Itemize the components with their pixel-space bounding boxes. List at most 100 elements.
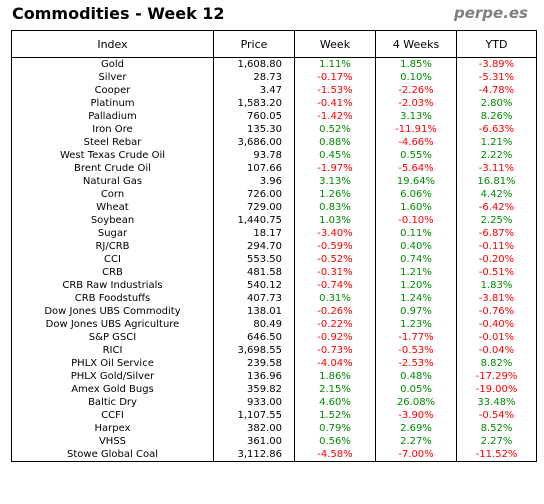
cell-4-weeks: 6.06% [375, 188, 457, 201]
cell-price: 239.58 [213, 357, 295, 370]
cell-4-weeks: 1.24% [375, 292, 457, 305]
cell-price: 138.01 [213, 305, 295, 318]
cell-week: 2.15% [294, 383, 376, 396]
cell-price: 729.00 [213, 201, 295, 214]
cell-index: S&P GSCI [11, 331, 214, 344]
cell-week: 0.79% [294, 422, 376, 435]
table-row: PHLX Oil Service 239.58 -4.04% -2.53% 8.82% [11, 357, 537, 370]
cell-price: 136.96 [213, 370, 295, 383]
cell-week: 1.03% [294, 214, 376, 227]
cell-index: Baltic Dry [11, 396, 214, 409]
cell-index: Platinum [11, 97, 214, 110]
cell-week: 0.88% [294, 136, 376, 149]
cell-4-weeks: 2.27% [375, 435, 457, 448]
cell-ytd: 8.26% [456, 110, 537, 123]
cell-index: Palladium [11, 110, 214, 123]
cell-index: Dow Jones UBS Agriculture [11, 318, 214, 331]
table-row: Cooper 3.47 -1.53% -2.26% -4.78% [11, 84, 537, 97]
table-row: Natural Gas 3.96 3.13% 19.64% 16.81% [11, 175, 537, 188]
table-row: Platinum 1,583.20 -0.41% -2.03% 2.80% [11, 97, 537, 110]
cell-index: Gold [11, 57, 214, 71]
cell-index: VHSS [11, 435, 214, 448]
table-row: West Texas Crude Oil 93.78 0.45% 0.55% 2.22% [11, 149, 537, 162]
cell-4-weeks: 3.13% [375, 110, 457, 123]
cell-week: 0.56% [294, 435, 376, 448]
table-row: RICI 3,698.55 -0.73% -0.53% -0.04% [11, 344, 537, 357]
cell-index: CRB Raw Industrials [11, 279, 214, 292]
cell-week: -0.31% [294, 266, 376, 279]
page-title: Commodities - Week 12 [12, 4, 225, 23]
cell-week: -0.17% [294, 71, 376, 84]
cell-index: Soybean [11, 214, 214, 227]
cell-price: 3,112.86 [213, 448, 295, 462]
table-row: Wheat 729.00 0.83% 1.60% -6.42% [11, 201, 537, 214]
cell-index: Harpex [11, 422, 214, 435]
column-header-4-weeks: 4 Weeks [375, 30, 457, 58]
cell-price: 80.49 [213, 318, 295, 331]
cell-index: Natural Gas [11, 175, 214, 188]
table-row: Silver 28.73 -0.17% 0.10% -5.31% [11, 71, 537, 84]
cell-4-weeks: -0.10% [375, 214, 457, 227]
column-header-ytd: YTD [456, 30, 537, 58]
cell-week: -0.59% [294, 240, 376, 253]
cell-4-weeks: -3.90% [375, 409, 457, 422]
cell-index: Brent Crude Oil [11, 162, 214, 175]
table-row: CRB Raw Industrials 540.12 -0.74% 1.20% 1.83… [11, 279, 537, 292]
cell-4-weeks: -5.64% [375, 162, 457, 175]
cell-week: 0.31% [294, 292, 376, 305]
cell-ytd: -6.87% [456, 227, 537, 240]
cell-4-weeks: 0.10% [375, 71, 457, 84]
cell-index: CCI [11, 253, 214, 266]
cell-4-weeks: 26.08% [375, 396, 457, 409]
cell-price: 359.82 [213, 383, 295, 396]
cell-ytd: 1.21% [456, 136, 537, 149]
cell-index: PHLX Oil Service [11, 357, 214, 370]
table-row: Palladium 760.05 -1.42% 3.13% 8.26% [11, 110, 537, 123]
cell-price: 107.66 [213, 162, 295, 175]
cell-week: 1.11% [294, 57, 376, 71]
cell-week: -4.04% [294, 357, 376, 370]
cell-ytd: 8.82% [456, 357, 537, 370]
cell-4-weeks: -2.26% [375, 84, 457, 97]
cell-week: -0.41% [294, 97, 376, 110]
cell-4-weeks: -7.00% [375, 448, 457, 462]
cell-ytd: -3.11% [456, 162, 537, 175]
cell-ytd: -0.04% [456, 344, 537, 357]
cell-index: Wheat [11, 201, 214, 214]
cell-4-weeks: 0.40% [375, 240, 457, 253]
table-row: Amex Gold Bugs 359.82 2.15% 0.05% -19.00% [11, 383, 537, 396]
cell-price: 135.30 [213, 123, 295, 136]
table-row: Iron Ore 135.30 0.52% -11.91% -6.63% [11, 123, 537, 136]
cell-4-weeks: -2.03% [375, 97, 457, 110]
cell-ytd: 2.80% [456, 97, 537, 110]
cell-4-weeks: 1.85% [375, 57, 457, 71]
cell-4-weeks: 1.23% [375, 318, 457, 331]
cell-price: 726.00 [213, 188, 295, 201]
cell-price: 3.47 [213, 84, 295, 97]
cell-ytd: 33.48% [456, 396, 537, 409]
cell-ytd: 2.25% [456, 214, 537, 227]
cell-week: 3.13% [294, 175, 376, 188]
cell-price: 294.70 [213, 240, 295, 253]
table-row: Steel Rebar 3,686.00 0.88% -4.66% 1.21% [11, 136, 537, 149]
cell-price: 1,107.55 [213, 409, 295, 422]
cell-4-weeks: -0.53% [375, 344, 457, 357]
cell-4-weeks: 2.69% [375, 422, 457, 435]
cell-index: CRB Foodstuffs [11, 292, 214, 305]
cell-4-weeks: -1.77% [375, 331, 457, 344]
cell-index: Steel Rebar [11, 136, 214, 149]
cell-price: 933.00 [213, 396, 295, 409]
cell-ytd: -0.11% [456, 240, 537, 253]
cell-week: -3.40% [294, 227, 376, 240]
cell-ytd: -0.40% [456, 318, 537, 331]
table-row: Stowe Global Coal 3,112.86 -4.58% -7.00% -11… [11, 448, 537, 462]
cell-ytd: -0.54% [456, 409, 537, 422]
cell-ytd: -0.51% [456, 266, 537, 279]
cell-4-weeks: -4.66% [375, 136, 457, 149]
cell-price: 1,583.20 [213, 97, 295, 110]
cell-week: 1.52% [294, 409, 376, 422]
cell-index: CCFI [11, 409, 214, 422]
cell-week: -0.74% [294, 279, 376, 292]
cell-ytd: -3.89% [456, 57, 537, 71]
cell-ytd: 8.52% [456, 422, 537, 435]
